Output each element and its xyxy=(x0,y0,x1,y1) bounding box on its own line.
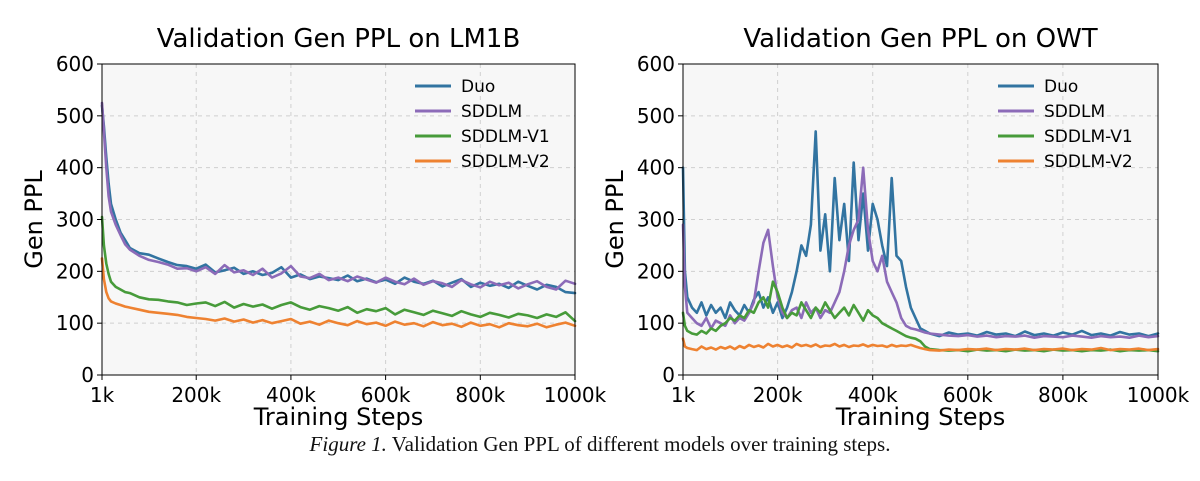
axis-ticks: 1k 200k 400k 600k 800k 1000k 0 100 200 300 400 500 6… xyxy=(56,52,607,407)
y-tick-label: 100 xyxy=(56,311,94,335)
legend-entry: Duo xyxy=(1044,77,1078,97)
y-tick-label: 600 xyxy=(637,52,675,76)
legend: Duo SDDLM SDDLM-V1 SDDLM-V2 xyxy=(998,77,1133,172)
chart-title: Validation Gen PPL on LM1B xyxy=(157,24,521,54)
legend-entry: Duo xyxy=(461,77,495,97)
x-axis-label: Training Steps xyxy=(835,403,1005,431)
x-tick-label: 1k xyxy=(671,383,696,407)
y-tick-label: 100 xyxy=(637,311,675,335)
series-line-sddlm-v2 xyxy=(100,257,577,329)
legend-entry: SDDLM-V2 xyxy=(1044,152,1133,172)
x-tick-label: 1000k xyxy=(544,383,607,407)
x-tick-label: 1000k xyxy=(1127,383,1190,407)
legend-entry: SDDLM xyxy=(461,102,522,122)
y-tick-label: 200 xyxy=(637,259,675,283)
x-tick-label: 600k xyxy=(361,383,411,407)
x-tick-label: 400k xyxy=(266,383,316,407)
y-tick-label: 400 xyxy=(56,156,94,180)
x-axis-label: Training Steps xyxy=(253,403,423,431)
legend-entry: SDDLM xyxy=(1044,102,1105,122)
x-tick-label: 800k xyxy=(455,383,505,407)
caption-text: Validation Gen PPL of different models o… xyxy=(391,432,891,456)
series-line-sddlm-v1 xyxy=(100,215,577,323)
legend-entry: SDDLM-V1 xyxy=(461,127,550,147)
y-axis-label: Gen PPL xyxy=(601,170,629,269)
x-tick-label: 200k xyxy=(171,383,221,407)
y-tick-label: 300 xyxy=(637,208,675,232)
series-line-duo xyxy=(100,104,577,295)
y-tick-label: 500 xyxy=(637,104,675,128)
caption-label: Figure 1. xyxy=(309,432,387,456)
y-tick-label: 500 xyxy=(56,104,94,128)
x-tick-label: 800k xyxy=(1038,383,1088,407)
series-lines xyxy=(681,130,1160,353)
x-tick-label: 200k xyxy=(753,383,803,407)
chart-title: Validation Gen PPL on OWT xyxy=(743,24,1097,54)
series-line-sddlm xyxy=(681,166,1160,340)
series-lines xyxy=(100,101,577,329)
x-tick-label: 400k xyxy=(848,383,898,407)
chart-lm1b: 1k 200k 400k 600k 800k 1000k 0 100 200 300 400 500 6… xyxy=(20,24,607,431)
x-tick-label: 1k xyxy=(90,383,115,407)
y-tick-label: 0 xyxy=(662,363,675,387)
y-tick-label: 400 xyxy=(637,156,675,180)
x-tick-label: 600k xyxy=(943,383,993,407)
y-tick-label: 0 xyxy=(81,363,94,387)
series-line-sddlm xyxy=(100,101,577,291)
legend-entry: SDDLM-V2 xyxy=(461,152,550,172)
y-axis-label: Gen PPL xyxy=(20,170,48,269)
chart-owt: 1k 200k 400k 600k 800k 1000k 0 100 200 300 400 500 6… xyxy=(601,24,1190,431)
axis-ticks: 1k 200k 400k 600k 800k 1000k 0 100 200 300 400 500 6… xyxy=(637,52,1190,407)
figure-caption: Figure 1. Validation Gen PPL of differen… xyxy=(0,432,1200,457)
legend: Duo SDDLM SDDLM-V1 SDDLM-V2 xyxy=(415,77,550,172)
series-line-sddlm-v2 xyxy=(681,337,1160,352)
legend-entry: SDDLM-V1 xyxy=(1044,127,1133,147)
y-tick-label: 200 xyxy=(56,259,94,283)
y-tick-label: 600 xyxy=(56,52,94,76)
y-tick-label: 300 xyxy=(56,208,94,232)
